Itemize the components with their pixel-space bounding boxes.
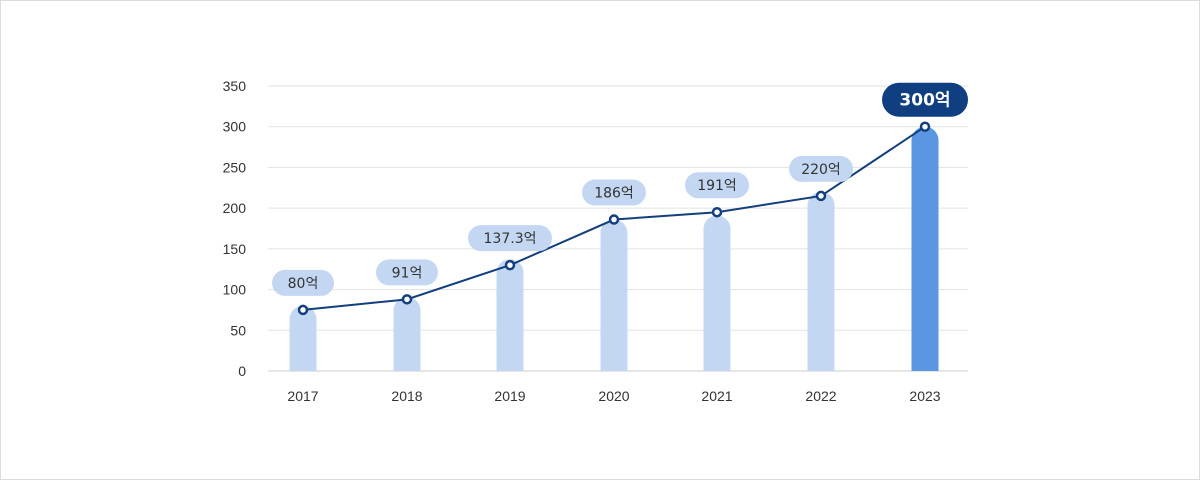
bar-2019 bbox=[496, 259, 524, 371]
bar-2022 bbox=[807, 191, 835, 371]
data-label-2018: 91억 bbox=[392, 265, 423, 281]
data-label-badge bbox=[685, 172, 749, 199]
line-point-2018 bbox=[401, 294, 413, 305]
x-tick-label: 2023 bbox=[909, 388, 940, 404]
y-tick-label: 100 bbox=[223, 282, 247, 298]
y-axis-ticks: 0 50 100 150 200 250 300 350 bbox=[223, 78, 247, 379]
bar-2020 bbox=[600, 219, 628, 371]
line-point-2023 bbox=[919, 121, 931, 132]
x-tick-label: 2019 bbox=[494, 388, 525, 404]
y-tick-label: 150 bbox=[223, 241, 247, 257]
bar-2017 bbox=[289, 305, 317, 371]
data-label-2017: 80억 bbox=[288, 276, 319, 292]
line-point-2017 bbox=[297, 304, 309, 316]
data-label-badge bbox=[582, 179, 646, 206]
x-axis-ticks: 2017 2018 2019 2020 2021 2022 2023 bbox=[287, 388, 940, 404]
y-tick-label: 300 bbox=[223, 119, 247, 135]
y-tick-label: 200 bbox=[223, 200, 247, 216]
y-tick-label: 350 bbox=[223, 78, 247, 94]
line-point-2019 bbox=[504, 259, 516, 271]
line-point-2020 bbox=[608, 214, 620, 225]
data-label-badge bbox=[468, 225, 552, 252]
bars bbox=[289, 126, 939, 371]
data-label-2022: 220억 bbox=[801, 162, 841, 178]
x-tick-label: 2022 bbox=[805, 388, 836, 404]
data-label-badge bbox=[272, 269, 334, 296]
bar-2018 bbox=[393, 296, 421, 371]
data-label-2020: 186억 bbox=[594, 186, 634, 202]
x-tick-label: 2020 bbox=[598, 388, 629, 404]
line-point-2022 bbox=[815, 190, 827, 202]
line-point-2021 bbox=[711, 206, 723, 218]
data-label-2021: 191억 bbox=[697, 178, 737, 194]
data-label-badge bbox=[789, 155, 853, 182]
x-tick-label: 2018 bbox=[391, 388, 422, 404]
data-label-2023: 300억 bbox=[899, 91, 950, 111]
data-label-badge bbox=[376, 259, 438, 286]
y-tick-label: 0 bbox=[238, 363, 246, 379]
data-label-badge bbox=[882, 82, 968, 117]
bar-2021 bbox=[703, 215, 731, 371]
trend-line bbox=[297, 121, 931, 316]
x-tick-label: 2017 bbox=[287, 388, 318, 404]
x-tick-label: 2021 bbox=[701, 388, 732, 404]
y-tick-label: 50 bbox=[230, 322, 246, 338]
bar-2023 bbox=[911, 126, 939, 371]
data-label-2019: 137.3억 bbox=[484, 231, 537, 247]
y-tick-label: 250 bbox=[223, 159, 247, 175]
data-labels: 80억 91억 137.3억 186억 191억 220억 300억 bbox=[272, 82, 968, 296]
